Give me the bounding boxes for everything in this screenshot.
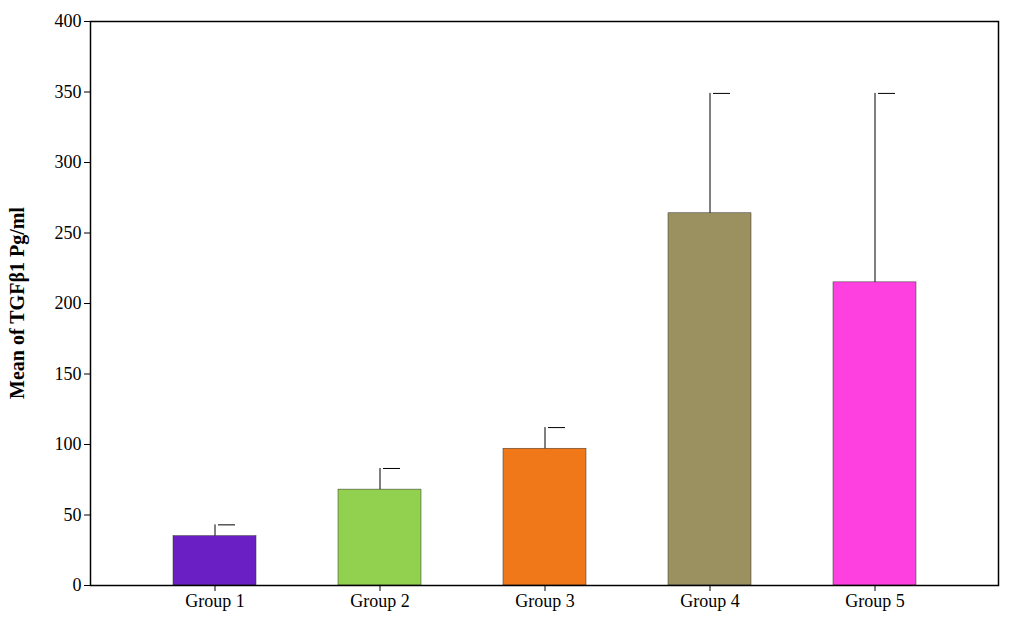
svg-text:100: 100: [55, 434, 82, 454]
svg-text:300: 300: [55, 152, 82, 172]
svg-text:0: 0: [73, 575, 82, 595]
svg-text:Group 1: Group 1: [185, 591, 245, 611]
svg-text:150: 150: [55, 364, 82, 384]
svg-text:200: 200: [55, 293, 82, 313]
svg-text:Mean of TGFβ1 Pg/ml: Mean of TGFβ1 Pg/ml: [6, 207, 29, 399]
svg-text:Group 2: Group 2: [350, 591, 410, 611]
svg-text:350: 350: [55, 82, 82, 102]
svg-text:Group 3: Group 3: [515, 591, 575, 611]
svg-text:Group 5: Group 5: [845, 591, 905, 611]
svg-text:Group 4: Group 4: [680, 591, 740, 611]
svg-text:250: 250: [55, 223, 82, 243]
svg-text:50: 50: [64, 505, 82, 525]
svg-text:400: 400: [55, 11, 82, 31]
